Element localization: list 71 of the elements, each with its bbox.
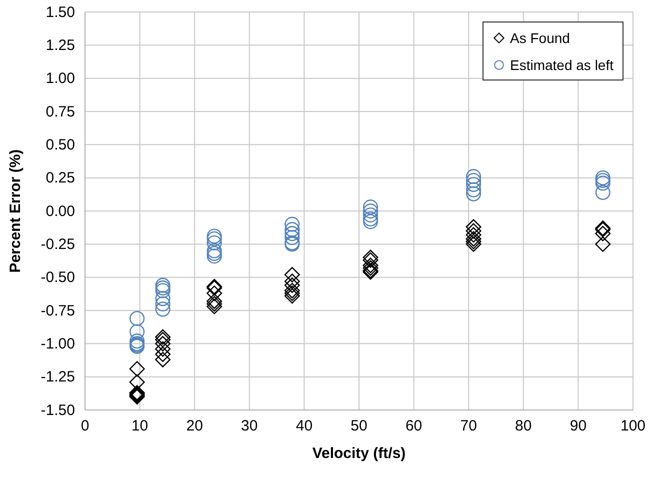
legend-label: As Found [510, 30, 570, 46]
x-tick-label: 40 [296, 418, 313, 435]
x-tick-label: 50 [350, 418, 368, 435]
point [284, 216, 300, 232]
point [130, 310, 145, 326]
point [363, 207, 378, 222]
point [155, 302, 170, 317]
point [284, 282, 300, 298]
point [129, 361, 145, 377]
point [466, 182, 482, 198]
point [206, 248, 222, 264]
y-tick-label: 0.75 [46, 103, 75, 120]
point [466, 176, 482, 192]
x-tick-label: 0 [80, 418, 90, 435]
point [595, 176, 610, 191]
point [363, 200, 378, 215]
point [155, 296, 170, 312]
point [206, 286, 222, 301]
legend-label: Estimated as left [510, 57, 614, 73]
y-tick-label: 0.25 [46, 170, 75, 187]
x-axis-title: Velocity (ft/s) [312, 445, 406, 462]
point [466, 227, 482, 243]
point [466, 172, 482, 188]
point [284, 286, 300, 301]
point [155, 346, 171, 362]
point [595, 236, 611, 252]
x-tick-label: 90 [570, 418, 587, 435]
point [466, 186, 482, 202]
point [129, 374, 145, 390]
point [284, 278, 300, 294]
point [155, 341, 171, 357]
point [284, 266, 300, 282]
x-tick-label: 100 [620, 418, 646, 435]
y-tick-label: -0.50 [40, 269, 75, 286]
y-tick-label: -0.25 [40, 236, 75, 253]
y-axis-title: Percent Error (%) [7, 149, 24, 273]
point [466, 219, 482, 235]
y-tick-label: -1.00 [40, 335, 75, 352]
y-tick-label: -0.75 [40, 302, 75, 320]
y-tick-label: 0.00 [46, 202, 75, 220]
y-tick-label: 1.50 [46, 4, 75, 21]
point [595, 226, 611, 242]
point [363, 211, 378, 226]
point [466, 223, 482, 239]
point [155, 352, 171, 368]
point [284, 274, 300, 290]
x-tick-label: 10 [131, 418, 148, 435]
y-tick-label: -1.50 [40, 402, 75, 419]
point [206, 235, 222, 250]
point [284, 288, 300, 304]
point [284, 226, 300, 242]
y-tick-label: -1.25 [40, 368, 75, 386]
y-tick-label: 1.00 [46, 70, 75, 88]
point [595, 184, 610, 200]
y-tick-label: 0.50 [46, 136, 75, 154]
point [284, 222, 300, 238]
point [284, 230, 300, 246]
point [155, 336, 171, 352]
x-tick-label: 70 [460, 418, 477, 435]
x-tick-label: 80 [515, 418, 532, 435]
point [155, 291, 170, 306]
x-tick-label: 30 [241, 418, 258, 435]
point [130, 324, 145, 340]
x-tick-label: 20 [186, 418, 203, 435]
point [206, 293, 222, 309]
point [466, 169, 482, 184]
y-tick-label: 1.25 [46, 36, 75, 54]
point [155, 283, 170, 298]
point [363, 214, 378, 230]
point [363, 204, 378, 218]
x-tick-label: 60 [405, 418, 422, 435]
